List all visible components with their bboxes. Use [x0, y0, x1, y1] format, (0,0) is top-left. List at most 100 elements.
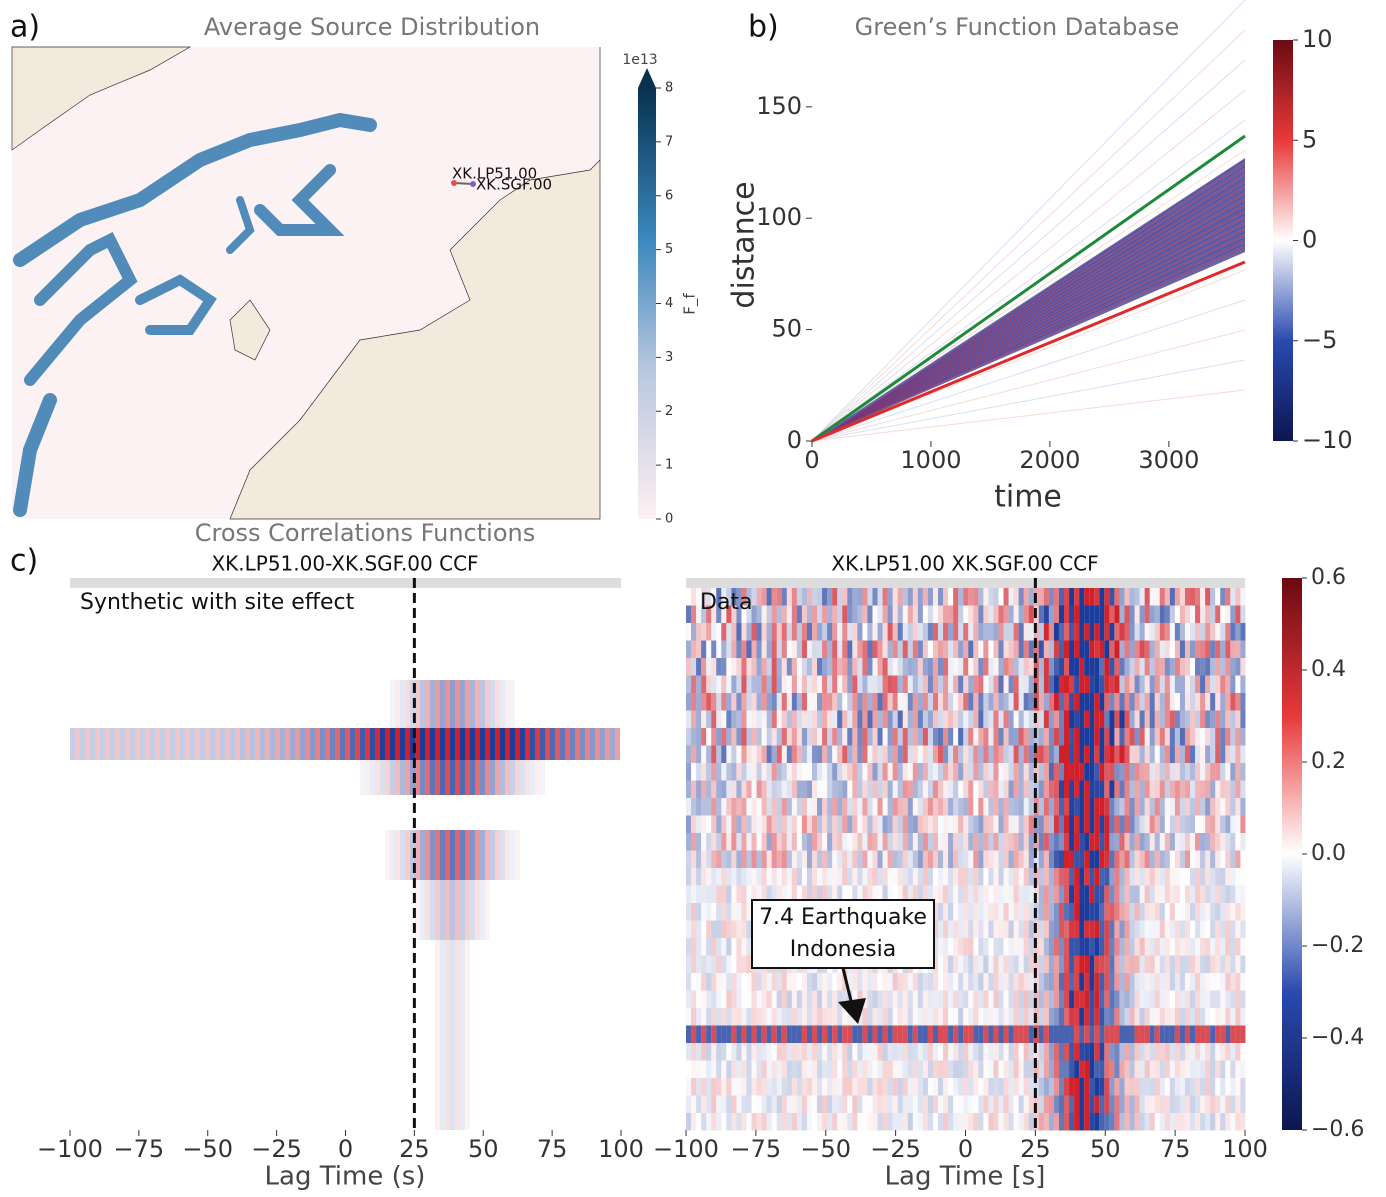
heat-cell	[1094, 658, 1099, 676]
heat-cell	[1220, 711, 1225, 729]
heat-cell	[888, 1026, 893, 1044]
heat-cell	[933, 1096, 938, 1114]
station-label: XK.SGF.00	[476, 176, 552, 194]
heat-cell	[918, 1043, 923, 1061]
heat-cell	[767, 763, 772, 781]
heat-cell	[878, 711, 883, 729]
heat-cell	[822, 991, 827, 1009]
heat-cell	[782, 816, 787, 834]
heat-cell	[1024, 1043, 1029, 1061]
heat-cell	[1084, 781, 1089, 799]
heat-cell	[1059, 658, 1064, 676]
heat-cell	[1230, 938, 1235, 956]
heat-cell	[832, 1061, 837, 1079]
heat-cell	[736, 1043, 741, 1061]
heat-cell	[465, 760, 470, 795]
heat-cell	[1079, 816, 1084, 834]
heat-cell	[1014, 606, 1019, 624]
heat-cell	[807, 868, 812, 886]
heat-cell	[741, 851, 746, 869]
heat-cell	[1160, 903, 1165, 921]
heat-cell	[1029, 886, 1034, 904]
heat-cell	[706, 746, 711, 764]
heat-cell	[711, 1026, 716, 1044]
heat-cell	[777, 1043, 782, 1061]
heat-cell	[1210, 903, 1215, 921]
heat-cell	[1004, 676, 1009, 694]
heat-cell	[953, 606, 958, 624]
heat-cell	[1160, 1078, 1165, 1096]
heat-cell	[455, 760, 460, 795]
heat-cell	[1079, 693, 1084, 711]
heat-cell	[812, 623, 817, 641]
heat-cell	[993, 938, 998, 956]
heat-cell	[1165, 676, 1170, 694]
heat-cell	[802, 816, 807, 834]
heat-cell	[943, 938, 948, 956]
heat-cell	[1074, 676, 1079, 694]
heat-cell	[777, 1026, 782, 1044]
heat-cell	[696, 921, 701, 939]
heat-cell	[842, 1113, 847, 1131]
heat-cell	[978, 956, 983, 974]
heat-cell	[686, 868, 691, 886]
heat-cell	[943, 728, 948, 746]
heat-cell	[1029, 1043, 1034, 1061]
heat-cell	[721, 763, 726, 781]
heat-cell	[731, 921, 736, 939]
heat-cell	[1230, 956, 1235, 974]
heat-cell	[691, 1043, 696, 1061]
heat-cell	[1109, 973, 1114, 991]
heat-cell	[903, 623, 908, 641]
heat-cell	[1215, 851, 1220, 869]
heat-cell	[1180, 903, 1185, 921]
heat-cell	[245, 728, 250, 760]
panel-annotation: Data	[700, 590, 753, 615]
heat-cell	[1145, 833, 1150, 851]
heat-cell	[822, 1113, 827, 1131]
heat-cell	[1230, 588, 1235, 606]
heat-cell	[807, 798, 812, 816]
heat-cell	[1029, 868, 1034, 886]
heat-cell	[1039, 1008, 1044, 1026]
heat-cell	[540, 728, 545, 760]
heat-cell	[762, 781, 767, 799]
heat-cell	[1064, 938, 1069, 956]
heat-cell	[1004, 956, 1009, 974]
heat-cell	[948, 658, 953, 676]
heat-cell	[1235, 693, 1240, 711]
heat-cell	[898, 973, 903, 991]
heat-cell	[812, 1008, 817, 1026]
heat-cell	[721, 1061, 726, 1079]
heat-cell	[953, 1096, 958, 1114]
heat-cell	[1104, 956, 1109, 974]
heat-cell	[1064, 746, 1069, 764]
heat-cell	[822, 1096, 827, 1114]
heat-cell	[550, 728, 555, 760]
heat-cell	[736, 641, 741, 659]
heat-cell	[762, 641, 767, 659]
heat-cell	[983, 1008, 988, 1026]
heat-cell	[385, 728, 390, 760]
heat-cell	[772, 728, 777, 746]
heat-cell	[475, 728, 480, 760]
heat-cell	[1210, 868, 1215, 886]
heat-cell	[923, 763, 928, 781]
heat-cell	[807, 588, 812, 606]
heat-cell	[1235, 1008, 1240, 1026]
heat-cell	[1084, 1061, 1089, 1079]
heat-cell	[1044, 746, 1049, 764]
heat-cell	[1195, 641, 1200, 659]
heat-cell	[928, 658, 933, 676]
heat-cell	[993, 798, 998, 816]
heat-cell	[797, 1008, 802, 1026]
heat-cell	[978, 606, 983, 624]
heat-cell	[983, 658, 988, 676]
heat-cell	[782, 1008, 787, 1026]
heat-cell	[1150, 781, 1155, 799]
heat-cell	[691, 798, 696, 816]
heat-cell	[1170, 903, 1175, 921]
heat-cell	[1205, 921, 1210, 939]
heat-cell	[872, 868, 877, 886]
heat-cell	[993, 623, 998, 641]
